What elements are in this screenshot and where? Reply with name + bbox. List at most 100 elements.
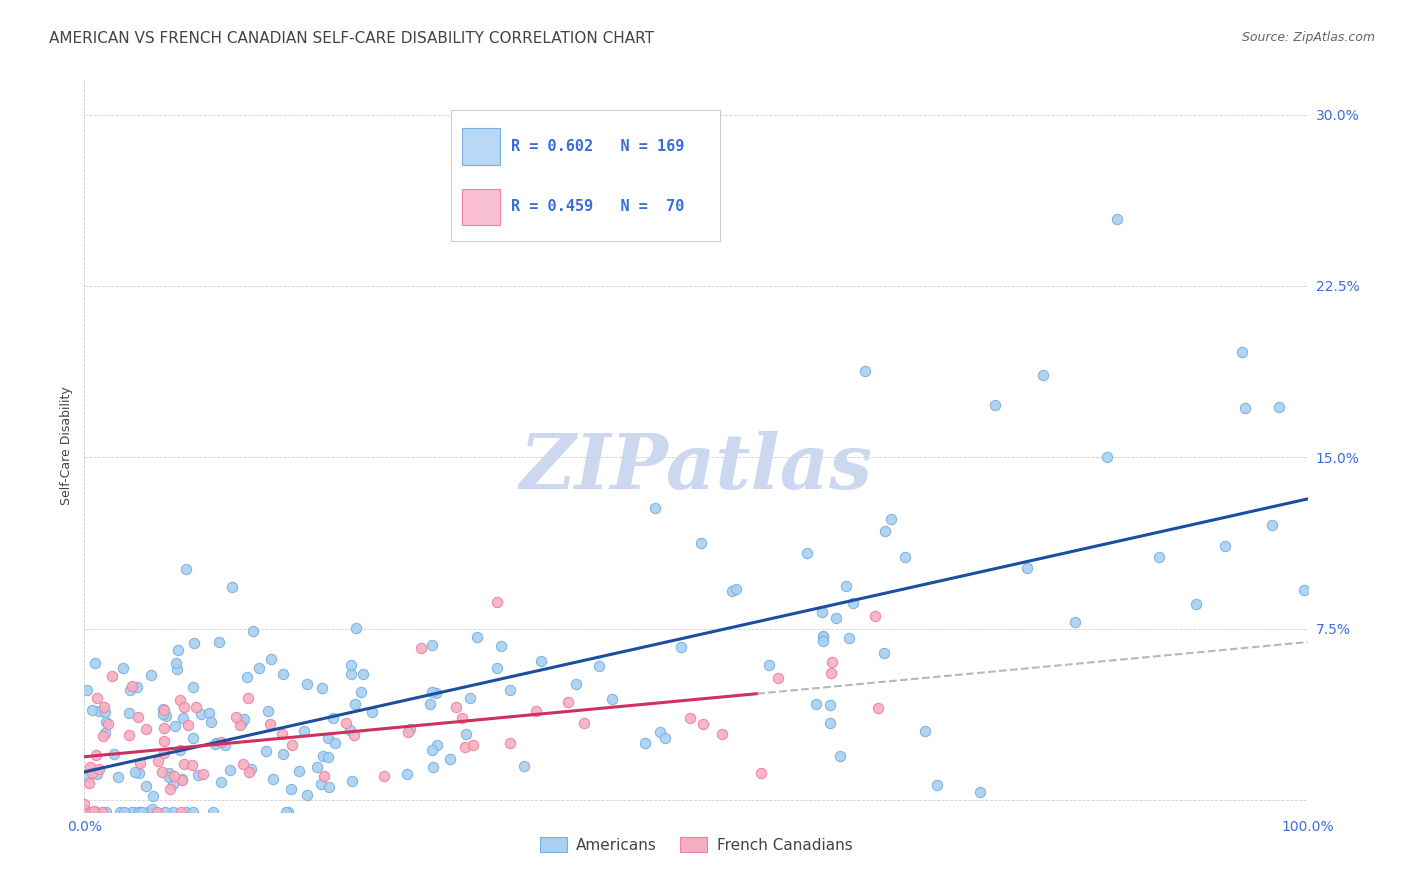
Point [588,659,610,673]
Point [524,704,547,718]
Point [86,766,108,780]
Point [818,698,841,712]
Point [318,780,340,794]
Point [167,642,190,657]
Point [873,646,896,660]
Point [152,701,174,715]
Point [143,805,166,819]
Point [121,805,143,819]
Point [131,805,153,819]
Point [184,699,207,714]
Point [169,743,191,757]
Point [162,805,184,819]
Point [280,782,302,797]
Point [758,658,780,673]
Point [176,562,198,576]
Point [242,624,264,638]
Point [79,759,101,773]
Point [1095,450,1118,464]
Point [818,716,841,731]
Point [82,703,104,717]
Point [256,704,278,718]
Point [150,764,173,779]
Point [173,757,195,772]
Point [259,717,281,731]
Point [1184,598,1206,612]
Point [422,684,444,698]
Point [124,765,146,780]
Point [277,805,299,819]
Point [90,805,112,819]
Point [204,737,226,751]
Point [340,774,363,789]
Point [426,738,449,752]
Point [229,718,252,732]
Point [187,768,209,782]
Point [183,636,205,650]
Point [135,723,157,737]
Point [174,805,197,819]
Point [454,727,477,741]
Point [157,771,180,785]
Point [914,724,936,739]
Point [181,680,204,694]
Point [821,655,844,669]
Point [153,734,176,748]
Point [180,758,202,772]
Point [316,750,339,764]
Point [225,710,247,724]
Point [422,760,444,774]
Point [489,639,512,653]
Point [451,711,474,725]
Point [316,731,339,746]
Point [83,805,105,819]
Point [233,712,256,726]
Point [128,805,150,819]
Point [811,630,834,644]
Point [89,762,111,776]
Point [813,634,835,648]
Point [170,772,193,786]
Point [633,736,655,750]
Point [820,665,842,680]
Point [271,667,294,681]
Point [557,695,579,709]
Point [159,781,181,796]
Point [1147,550,1170,565]
Point [80,766,103,780]
Point [153,746,176,760]
Point [274,805,297,819]
Point [271,747,294,761]
Point [352,666,374,681]
Point [499,683,522,698]
Point [305,760,328,774]
Text: AMERICAN VS FRENCH CANADIAN SELF-CARE DISABILITY CORRELATION CHART: AMERICAN VS FRENCH CANADIAN SELF-CARE DI… [49,31,654,46]
Point [766,671,789,685]
Point [236,690,259,705]
Point [190,707,212,722]
Point [260,652,283,666]
Point [806,697,828,711]
Point [176,718,198,732]
Point [669,640,692,655]
Point [350,685,373,699]
Point [240,762,263,776]
Point [235,670,257,684]
Point [169,693,191,707]
Point [984,398,1007,412]
Point [111,661,134,675]
Point [863,609,886,624]
Point [1234,401,1257,415]
Point [830,748,852,763]
Point [128,756,150,771]
Point [853,364,876,378]
Point [91,729,114,743]
Point [454,739,477,754]
Point [231,715,253,730]
Point [136,805,159,819]
Point [200,714,222,729]
Point [97,717,120,731]
Point [463,738,485,752]
Point [77,775,100,789]
Point [183,805,205,819]
